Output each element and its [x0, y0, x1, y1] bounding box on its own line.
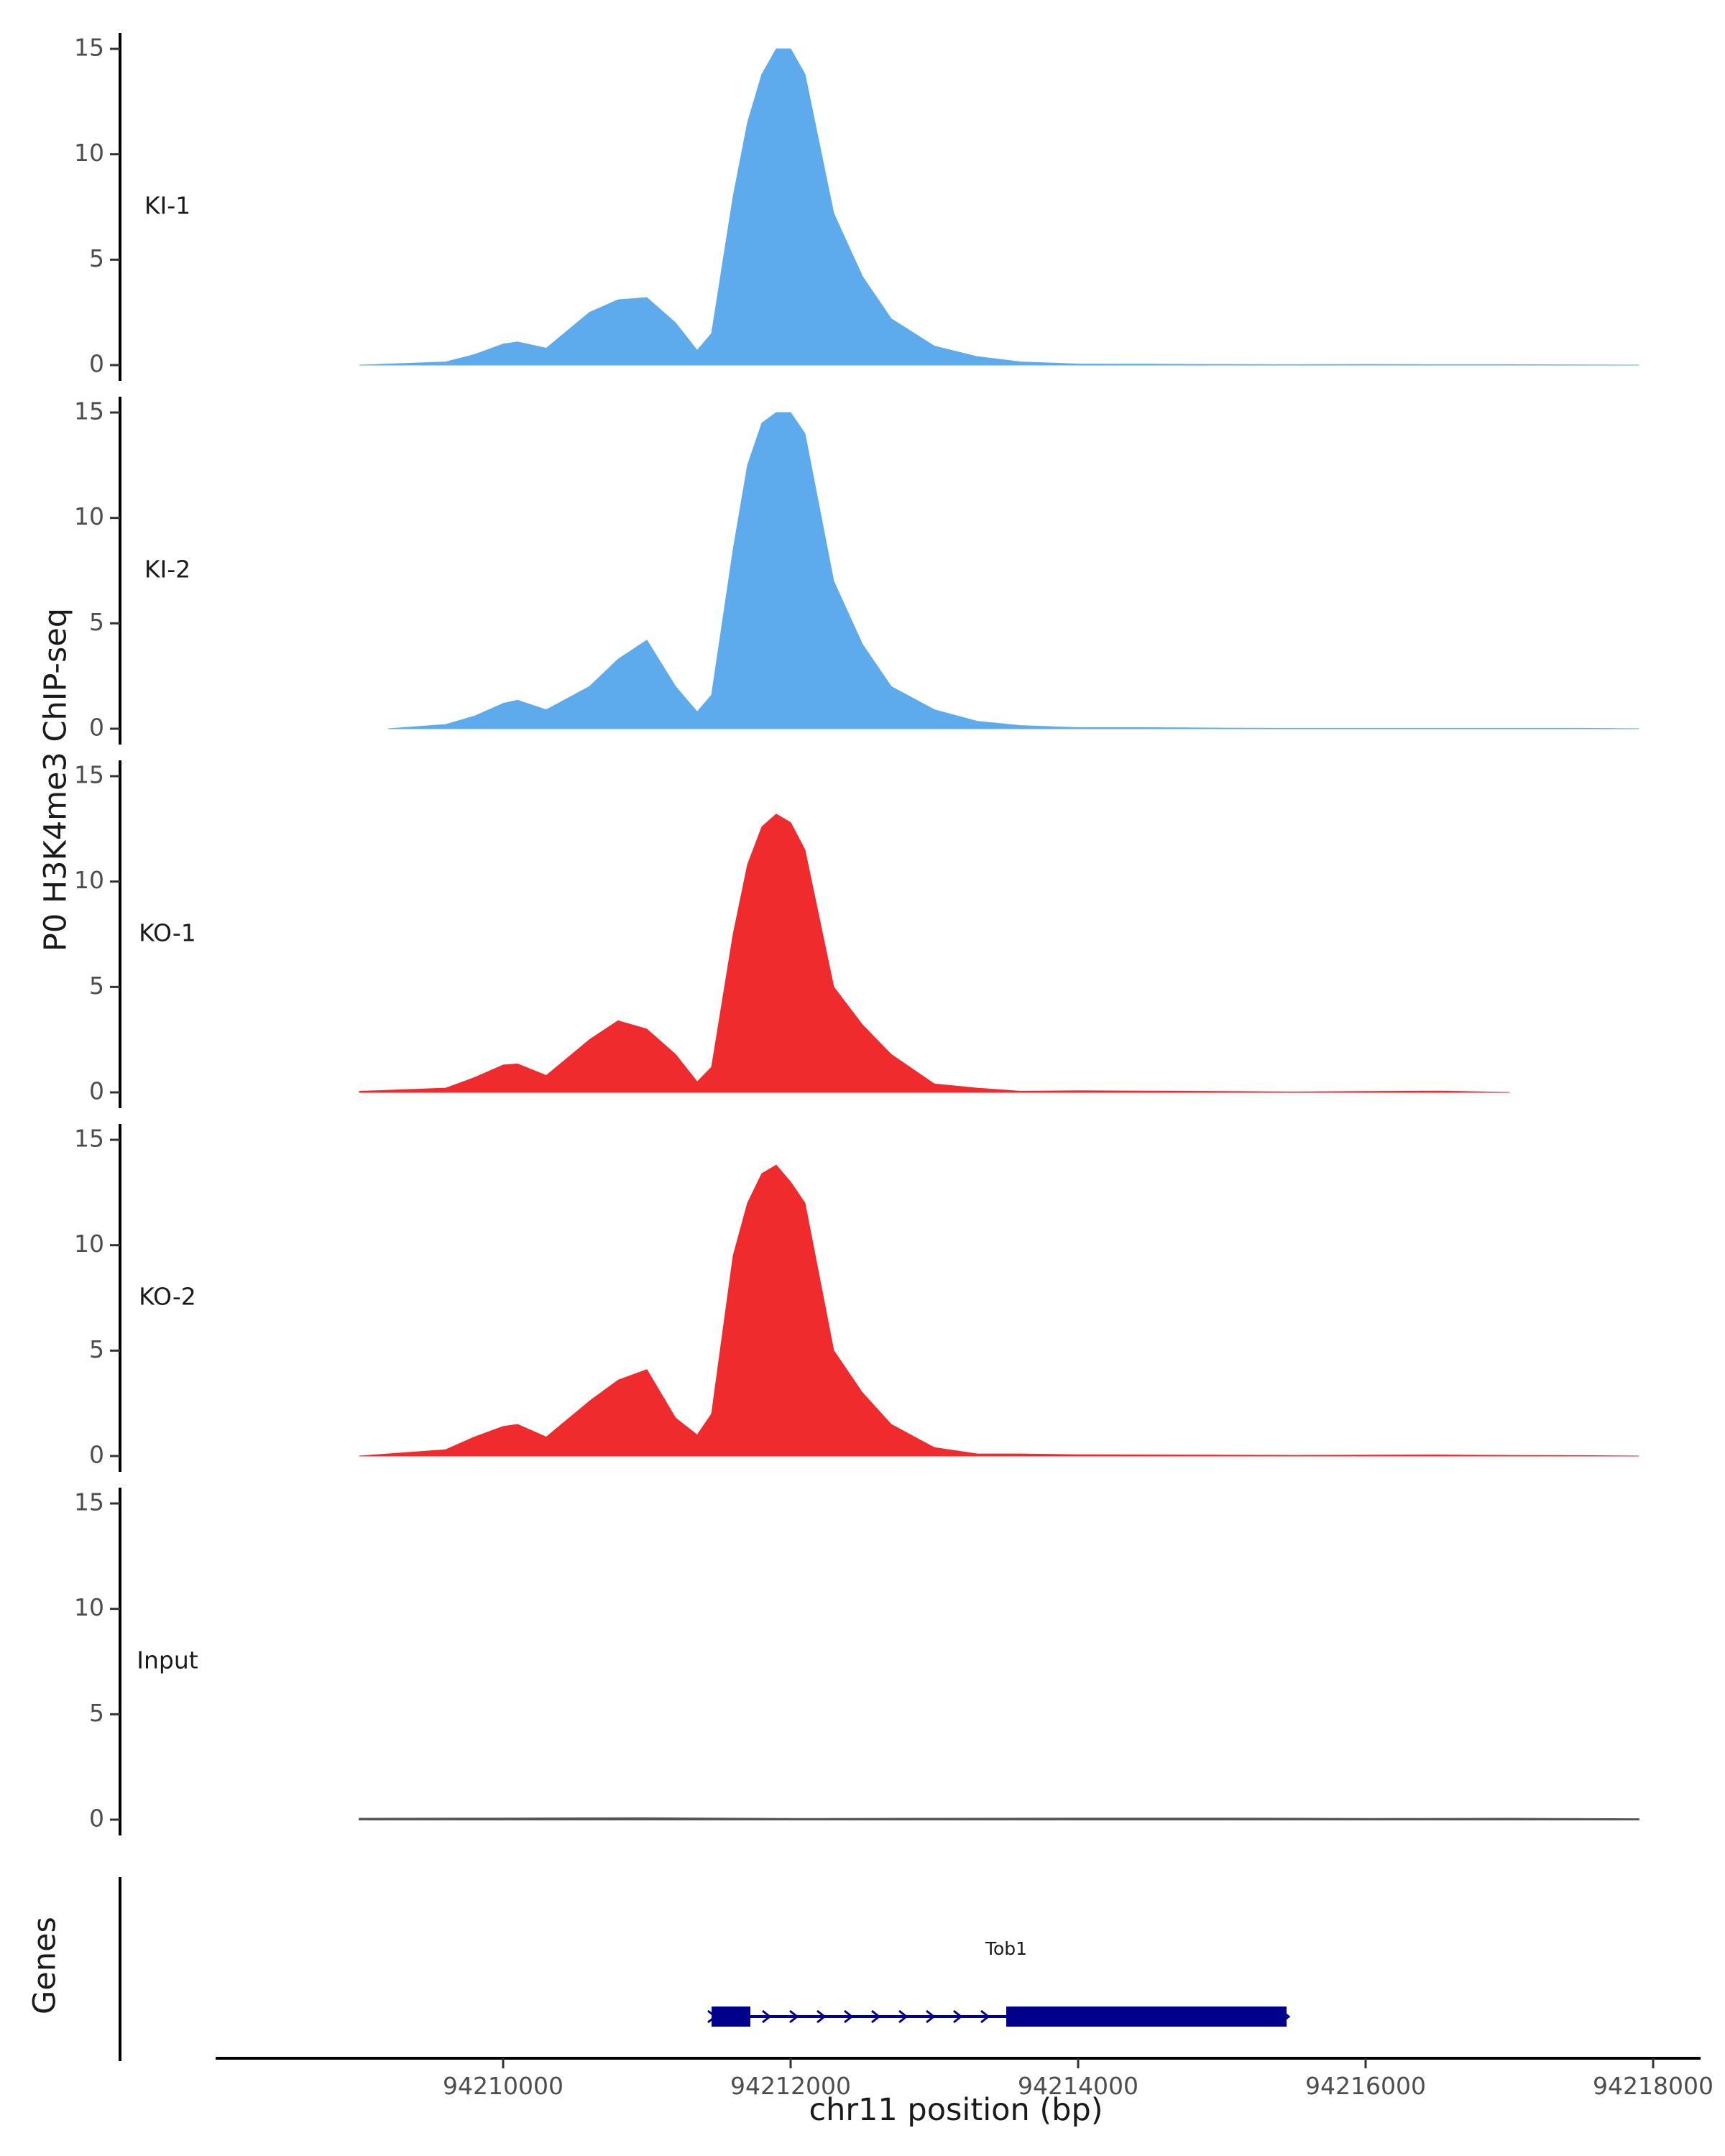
x-axis: 94210000 94212000 94214000 94216000 94218000	[216, 2057, 1714, 2100]
signal-area	[359, 1817, 1639, 1820]
y-tick-label: 15	[74, 761, 104, 789]
y-axis-title: P0 H3K4me3 ChIP-seq	[38, 608, 74, 952]
strand-arrow	[762, 2009, 772, 2024]
track-panel-input: 0 5 10 15 Input	[74, 1488, 1639, 1835]
x-tick-label: 94218000	[1593, 2072, 1714, 2100]
gene-tob1: Tob1	[707, 1938, 1291, 2027]
signal-area	[359, 814, 1510, 1093]
y-tick-label: 15	[74, 397, 104, 425]
signal-area	[359, 1164, 1639, 1457]
y-tick-label: 10	[74, 502, 104, 530]
y-tick-label: 0	[89, 714, 104, 742]
strand-arrow	[926, 2009, 936, 2024]
strand-arrow	[844, 2009, 854, 2024]
gene-exon	[1006, 2007, 1287, 2027]
y-tick-label: 5	[89, 1335, 104, 1363]
y-tick-label: 10	[74, 866, 104, 894]
x-axis-title: chr11 position (bp)	[809, 2092, 1103, 2128]
track-label: KI-1	[144, 192, 190, 220]
track-panel-ko-2: 0 5 10 15 KO-2	[74, 1124, 1639, 1472]
strand-arrow	[789, 2009, 799, 2024]
y-tick-label: 10	[74, 1593, 104, 1621]
x-tick-label: 94212000	[730, 2072, 851, 2100]
track-label: Input	[137, 1646, 198, 1674]
y-tick-label: 0	[89, 1441, 104, 1469]
track-panel-ki-2: 0 5 10 15 KI-2	[74, 397, 1639, 745]
y-tick-label: 0	[89, 350, 104, 378]
y-tick-label: 15	[74, 1488, 104, 1516]
track-label: KO-1	[139, 919, 196, 947]
gene-exon	[712, 2007, 750, 2027]
track-label: KO-2	[139, 1283, 196, 1311]
x-tick-label: 94210000	[443, 2072, 564, 2100]
x-tick-label: 94216000	[1305, 2072, 1426, 2100]
signal-area	[359, 48, 1639, 366]
y-tick-label: 5	[89, 1699, 104, 1727]
track-panel-ko-1: 0 5 10 15 KO-1	[74, 760, 1510, 1108]
signal-area	[387, 412, 1639, 729]
track-panel-ki-1: 0 5 10 15 KI-1	[74, 33, 1639, 381]
y-tick-label: 5	[89, 972, 104, 1000]
y-tick-label: 5	[89, 244, 104, 272]
strand-arrow	[980, 2009, 990, 2024]
y-tick-label: 0	[89, 1077, 104, 1105]
strand-arrow	[871, 2009, 881, 2024]
strand-arrow	[816, 2009, 827, 2024]
y-tick-label: 10	[74, 1230, 104, 1258]
y-tick-label: 0	[89, 1805, 104, 1833]
track-panels: 0 5 10 15 KI-1 0 5 10 15 KI-2 0 5 10 15 KO-1 0 5 10 15 KO-2…	[74, 33, 1639, 1835]
x-tick-label: 94214000	[1018, 2072, 1138, 2100]
strand-arrow	[953, 2009, 963, 2024]
y-tick-label: 15	[74, 34, 104, 62]
y-tick-label: 10	[74, 139, 104, 167]
strand-arrow	[898, 2009, 908, 2024]
y-tick-label: 5	[89, 608, 104, 636]
genes-axis-title: Genes	[27, 1917, 63, 2014]
genes-panel: Tob1	[119, 1877, 1291, 2061]
gene-name-label: Tob1	[985, 1938, 1027, 1959]
track-label: KI-2	[144, 556, 190, 584]
y-tick-label: 15	[74, 1125, 104, 1153]
